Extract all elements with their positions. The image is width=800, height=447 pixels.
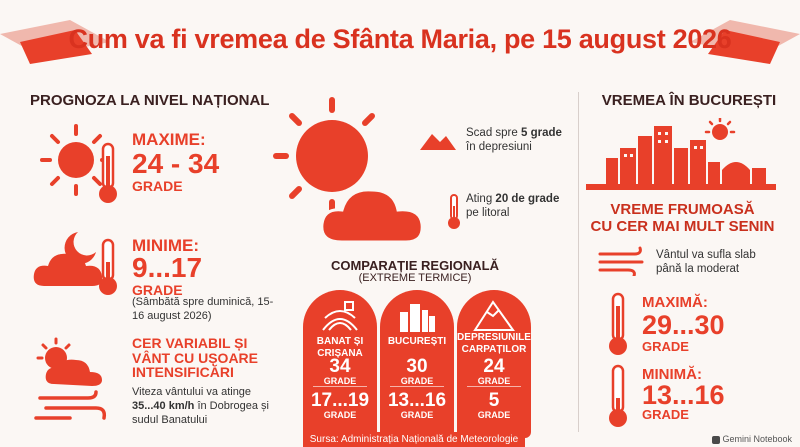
bucuresti-max-value: 29...30 bbox=[642, 310, 725, 340]
region-min: 5 bbox=[488, 390, 500, 411]
region-card-bucuresti: BUCUREȘTI 30 GRADE 13...16 GRADE bbox=[380, 290, 454, 438]
max-value: 24 - 34 bbox=[132, 148, 220, 179]
thermometer-icon bbox=[609, 364, 627, 427]
region-max: 30 bbox=[406, 356, 428, 377]
regional-sub: (EXTREME TERMICE) bbox=[358, 272, 472, 284]
watermark: Gemini Notebook bbox=[712, 434, 792, 444]
thermometer-icon bbox=[609, 292, 627, 355]
region-name: BUCUREȘTI bbox=[387, 336, 447, 347]
national-heading: PROGNOZA LA NIVEL NAȚIONAL bbox=[30, 92, 270, 109]
litoral-note: Ating 20 de grade pe litoral bbox=[466, 193, 560, 220]
city-skyline-icon bbox=[586, 118, 776, 190]
max-label: MAXIME: bbox=[132, 130, 206, 149]
region-name: BANAT ȘI CRIȘANA bbox=[316, 336, 364, 359]
region-max: 34 bbox=[329, 356, 351, 377]
bucuresti-min-unit: GRADE bbox=[642, 407, 689, 422]
min-value: 9...17 bbox=[132, 252, 203, 283]
thermometer-icon bbox=[448, 194, 460, 229]
sun-icon bbox=[40, 124, 112, 196]
variable-label: CER VARIABIL ȘI VÂNT CU UȘOARE INTENSIFI… bbox=[132, 335, 259, 381]
bucuresti-max-unit: GRADE bbox=[642, 339, 689, 354]
page-title: Cum va fi vremea de Sfânta Maria, pe 15 … bbox=[68, 24, 732, 54]
wind-note: Viteza vântului va atinge 35...40 km/h î… bbox=[132, 386, 269, 426]
min-note: (Sâmbătă spre duminică, 15-16 august 202… bbox=[132, 296, 274, 322]
region-min: 13...16 bbox=[387, 390, 447, 411]
region-max: 24 bbox=[483, 356, 505, 377]
max-unit: GRADE bbox=[132, 178, 183, 194]
sun-cloud-icon bbox=[273, 97, 424, 244]
depresiuni-note: Scad spre 5 grade în depresiuni bbox=[466, 127, 562, 154]
region-min: 17...19 bbox=[310, 390, 370, 411]
thermometer-icon bbox=[99, 238, 117, 295]
thermometer-icon bbox=[99, 142, 117, 203]
notebook-logo-icon bbox=[712, 435, 720, 444]
regional-heading: COMPARAȚIE REGIONALĂ bbox=[330, 258, 500, 273]
wind-icon bbox=[598, 246, 644, 276]
bucuresti-min-value: 13...16 bbox=[642, 380, 725, 410]
region-name: DEPRESIUNILE CARPAȚILOR bbox=[457, 332, 531, 355]
moon-cloud-icon bbox=[33, 232, 103, 286]
region-card-banat: BANAT ȘI CRIȘANA 34 GRADE 17...19 GRADE bbox=[303, 290, 377, 438]
region-card-carpati: DEPRESIUNILE CARPAȚILOR 24 GRADE 5 GRADE bbox=[457, 290, 531, 438]
mountain-icon bbox=[473, 300, 515, 331]
field-icon bbox=[322, 301, 358, 331]
wind-speed: 35...40 km/h bbox=[132, 399, 195, 412]
bucuresti-max-label: MAXIMĂ: bbox=[642, 294, 708, 311]
divider bbox=[578, 92, 579, 432]
bucuresti-min-label: MINIMĂ: bbox=[642, 366, 702, 383]
min-label: MINIME: bbox=[132, 236, 200, 255]
mountain-icon bbox=[420, 134, 456, 150]
source-note: Sursa: Administrația Națională de Meteor… bbox=[303, 432, 525, 447]
bucuresti-wind: Vântul va sufla slab până la moderat bbox=[656, 249, 756, 276]
bucuresti-heading: VREMEA ÎN BUCUREȘTI bbox=[601, 92, 777, 109]
bucuresti-summary-2: CU CER MAI MULT SENIN bbox=[590, 218, 775, 235]
buildings-icon bbox=[400, 304, 435, 332]
sun-cloud-wind-icon bbox=[34, 337, 107, 420]
header-band bbox=[0, 12, 800, 70]
bucuresti-summary-1: VREME FRUMOASĂ bbox=[610, 201, 755, 218]
min-unit: GRADE bbox=[132, 282, 183, 298]
